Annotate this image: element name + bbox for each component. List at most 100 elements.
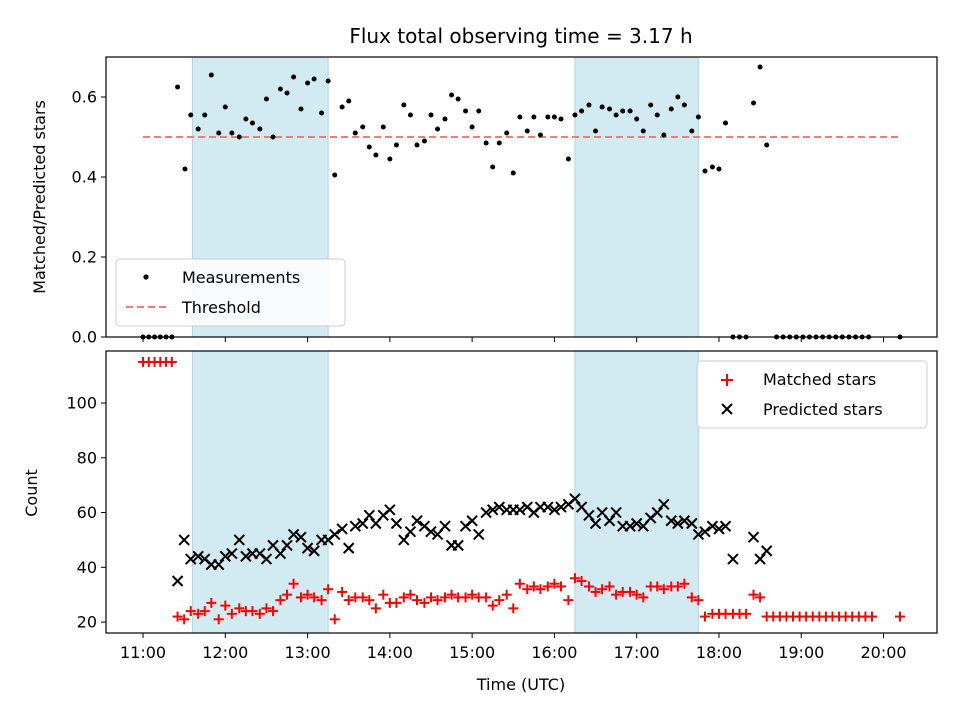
measurement-point [277, 86, 283, 92]
y-tick-label: 60 [77, 503, 97, 522]
matched-star-marker [590, 586, 601, 597]
matched-star-marker [185, 606, 196, 617]
measurement-point [236, 134, 242, 140]
predicted-star-marker [624, 520, 636, 532]
measurement-point [229, 130, 235, 136]
top-panel: 0.0 0.2 0.4 0.6 Matched/Predicted stars Mea… [30, 56, 938, 347]
y-tick-label: 80 [77, 448, 97, 467]
predicted-star-marker [583, 509, 595, 521]
predicted-star-marker [219, 550, 232, 563]
predicted-star-marker [260, 553, 273, 565]
y-tick-label: 0.2 [72, 248, 97, 267]
matched-star-marker [522, 584, 533, 595]
measurement-point [257, 126, 263, 132]
measurement-point [586, 102, 592, 108]
matched-star-marker [316, 595, 327, 606]
measurement-point [716, 166, 722, 172]
matched-star-marker [535, 584, 546, 595]
predicted-star-marker [390, 517, 403, 530]
matched-star-marker [693, 595, 704, 606]
predicted-star-marker [466, 515, 478, 527]
matched-star-marker [172, 611, 183, 622]
legend-measurement-marker [143, 274, 149, 280]
measurement-point [428, 112, 434, 118]
matched-star-marker [555, 581, 566, 592]
measurement-point [537, 132, 543, 138]
measurement-point [675, 94, 681, 100]
matched-star-marker [398, 592, 409, 603]
measurement-point [640, 128, 646, 134]
matched-star-marker [370, 603, 381, 614]
predicted-star-marker [727, 553, 739, 565]
matched-star-marker [364, 595, 375, 606]
y-tick-label: 0.4 [72, 168, 97, 187]
predicted-star-marker [425, 525, 437, 538]
measurement-point [483, 140, 489, 146]
predicted-star-marker [480, 506, 492, 519]
measurement-point [249, 120, 255, 126]
predicted-star-marker [706, 520, 719, 532]
predicted-star-marker [603, 515, 616, 527]
matched-star-marker [446, 589, 457, 600]
y-tick-label: 100 [66, 394, 97, 413]
matched-star-marker [357, 592, 368, 603]
predicted-star-marker [473, 528, 485, 541]
predicted-star-marker [610, 506, 622, 519]
matched-star-marker [699, 611, 710, 622]
predicted-star-marker [658, 498, 670, 511]
bottom-plot-frame [105, 350, 938, 634]
x-tick-label: 12:00 [202, 643, 248, 662]
matched-star-marker [213, 614, 224, 625]
measurement-point [222, 104, 228, 110]
matched-star-marker [658, 584, 669, 595]
matched-star-markers [138, 356, 905, 625]
matched-star-marker [638, 592, 649, 603]
matched-star-marker [391, 597, 402, 608]
top-legend-box [115, 258, 346, 327]
matched-star-marker [193, 608, 204, 619]
matched-star-marker [268, 606, 279, 617]
chart-title: Flux total observing time = 3.17 h [349, 24, 692, 48]
predicted-star-marker [185, 553, 197, 565]
measurement-point [243, 116, 249, 122]
predicted-star-marker [760, 545, 773, 557]
measurement-point [284, 90, 290, 96]
predicted-star-marker [226, 547, 238, 560]
predicted-star-marker [281, 539, 293, 552]
matched-star-marker [508, 603, 519, 614]
legend-predicted-marker [721, 403, 733, 415]
predicted-star-marker [336, 523, 348, 535]
measurement-point [545, 114, 551, 120]
bottom-y-axis-label: Count [22, 469, 41, 517]
measurement-point [449, 92, 455, 98]
predicted-star-marker [343, 542, 355, 554]
matched-star-marker [583, 581, 594, 592]
measurement-point [421, 138, 427, 144]
matched-star-marker [569, 573, 580, 584]
measurement-point [551, 114, 557, 120]
predicted-star-marker [589, 517, 602, 530]
measurement-point [599, 104, 605, 110]
matched-star-marker [514, 578, 525, 589]
y-tick-label: 40 [77, 558, 97, 577]
matched-star-marker [419, 597, 430, 608]
predicted-star-marker [672, 517, 684, 530]
matched-star-marker [576, 575, 587, 586]
matched-star-marker [206, 597, 217, 608]
predicted-star-marker [287, 528, 300, 541]
matched-star-marker [309, 592, 320, 603]
matched-star-marker [405, 589, 416, 600]
predicted-star-marker [233, 534, 245, 546]
measurement-point [620, 108, 626, 114]
matched-star-marker [597, 584, 608, 595]
measurement-point [202, 112, 208, 118]
bottom-panel: 20 40 60 80 100 11:00 12:00 13:00 14:00 15:00 16:0… [22, 350, 938, 694]
measurement-point [565, 156, 571, 162]
predicted-star-marker [486, 504, 499, 516]
measurement-point [263, 96, 269, 102]
measurement-point [757, 64, 763, 70]
matched-star-marker [487, 600, 498, 611]
measurement-point [208, 72, 214, 78]
predicted-star-marker [692, 528, 705, 541]
